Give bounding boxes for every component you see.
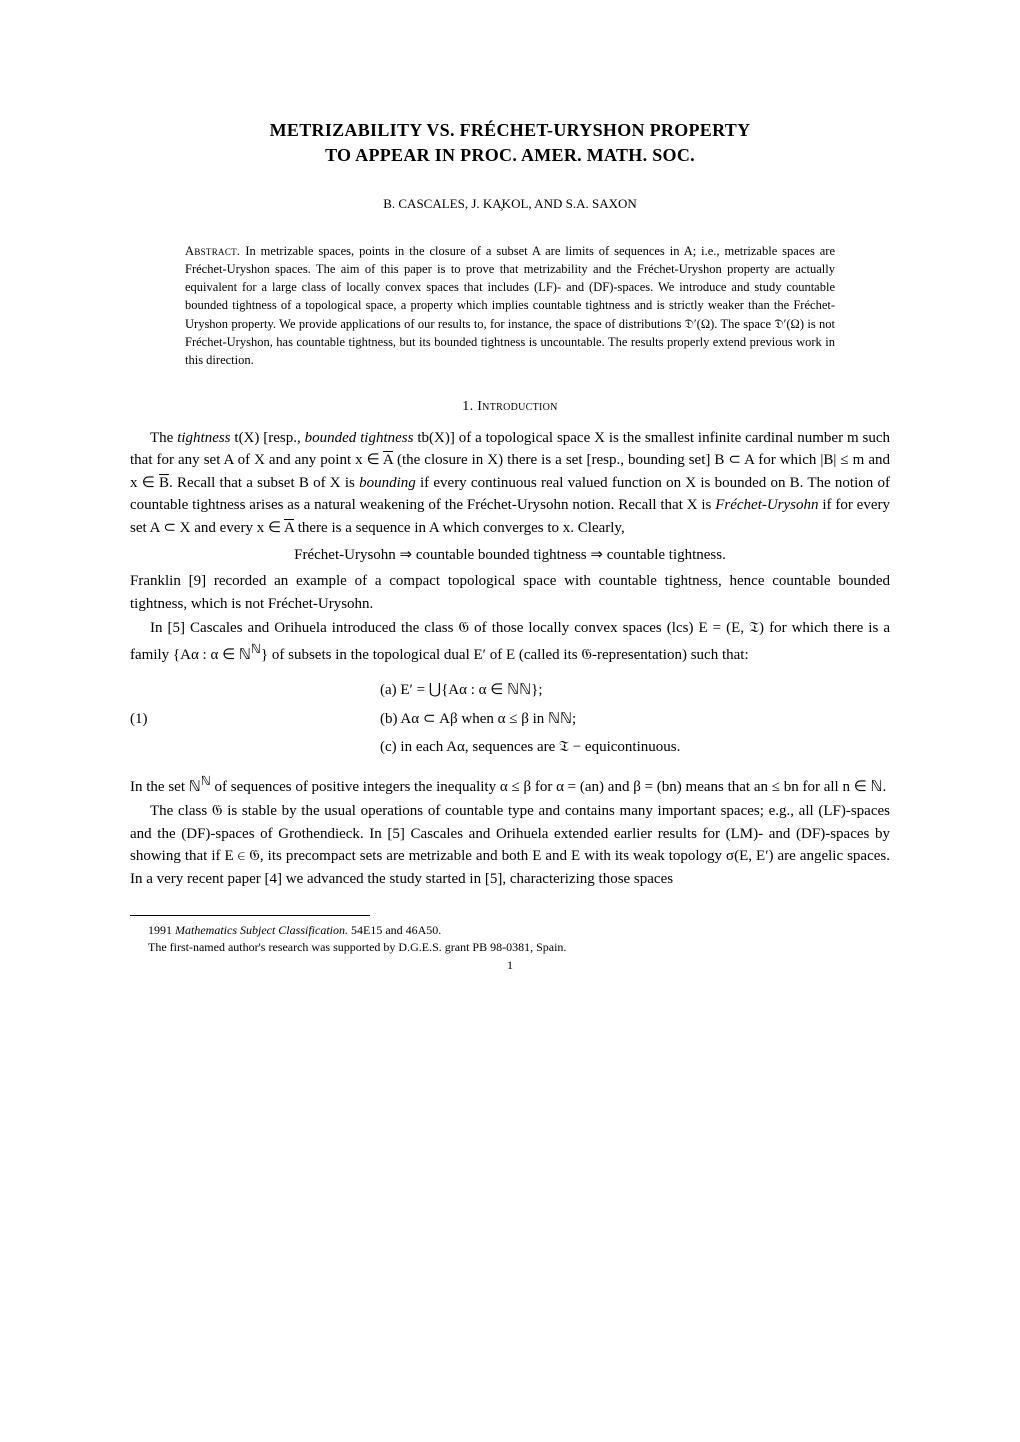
paragraph-5: The class 𝔊 is stable by the usual opera… [130, 800, 890, 890]
term-bounded-tightness: bounded tightness [305, 430, 414, 446]
paper-subtitle: TO APPEAR IN PROC. AMER. MATH. SOC. [130, 145, 890, 166]
abstract: Abstract. In metrizable spaces, points i… [185, 242, 835, 369]
implication-chain: Fréchet-Urysohn ⇒ countable bounded tigh… [130, 545, 890, 564]
equation-b: (b) Aα ⊂ Aβ when α ≤ β in ℕℕ; [380, 705, 890, 734]
footnotes: 1991 Mathematics Subject Classification.… [130, 922, 830, 956]
term-tightness: tightness [177, 430, 230, 446]
text: The [150, 430, 177, 446]
authors: B. CASCALES, J. KA̧KOL, AND S.A. SAXON [130, 196, 890, 212]
overline-B: B [159, 475, 169, 491]
footnote-1: 1991 Mathematics Subject Classification.… [130, 922, 830, 939]
text: 54E15 and 46A50. [348, 923, 441, 937]
footnote-2: The first-named author's research was su… [130, 939, 830, 956]
text: t(X) [resp., [231, 430, 305, 446]
section-title: Introduction [477, 399, 557, 414]
equation-c: (c) in each Aα, sequences are 𝔗 − equico… [380, 733, 890, 762]
section-heading: 1. Introduction [130, 399, 890, 415]
paragraph-4: In the set ℕℕ of sequences of positive i… [130, 772, 890, 799]
msc-label: Mathematics Subject Classification. [175, 923, 348, 937]
term-frechet-urysohn: Fréchet-Urysohn [715, 497, 818, 513]
equation-number: (1) [130, 705, 148, 734]
text: of sequences of positive integers the in… [211, 779, 887, 795]
term-bounding: bounding [359, 475, 416, 491]
overline-A: A [284, 520, 294, 536]
text: there is a sequence in A which converges… [294, 520, 625, 536]
footnote-rule [130, 915, 370, 922]
text: 1991 [148, 923, 175, 937]
paragraph-1: The tightness t(X) [resp., bounded tight… [130, 427, 890, 540]
text: . Recall that a subset B of X is [169, 475, 359, 491]
text: In the set ℕ [130, 779, 201, 795]
overline-A: A [383, 452, 393, 468]
superscript-N: ℕ [201, 774, 211, 788]
paper-title: METRIZABILITY VS. FRÉCHET-URYSHON PROPER… [130, 120, 890, 141]
paragraph-3: In [5] Cascales and Orihuela introduced … [130, 617, 890, 666]
abstract-text: In metrizable spaces, points in the clos… [185, 244, 835, 367]
text: } of subsets in the topological dual E′ … [261, 647, 749, 663]
equation-a: (a) E′ = ⋃{Aα : α ∈ ℕℕ}; [380, 676, 890, 705]
paragraph-2: Franklin [9] recorded an example of a co… [130, 570, 890, 615]
section-number: 1. [462, 399, 473, 414]
equation-block: (1) (a) E′ = ⋃{Aα : α ∈ ℕℕ}; (b) Aα ⊂ Aβ… [130, 676, 890, 762]
abstract-label: Abstract. [185, 244, 240, 258]
superscript-N: ℕ [251, 642, 261, 656]
page-number: 1 [130, 958, 890, 973]
